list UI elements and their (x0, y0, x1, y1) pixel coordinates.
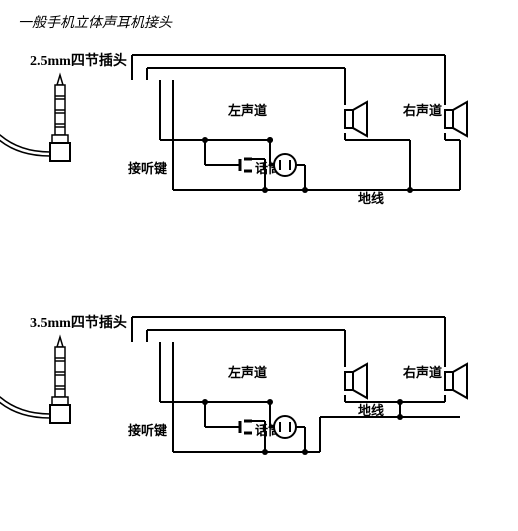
circuit-svg (0, 0, 518, 531)
circuit-1 (132, 55, 467, 193)
plug-2 (0, 337, 70, 423)
plug-1 (0, 75, 70, 161)
circuit-2 (132, 317, 467, 455)
